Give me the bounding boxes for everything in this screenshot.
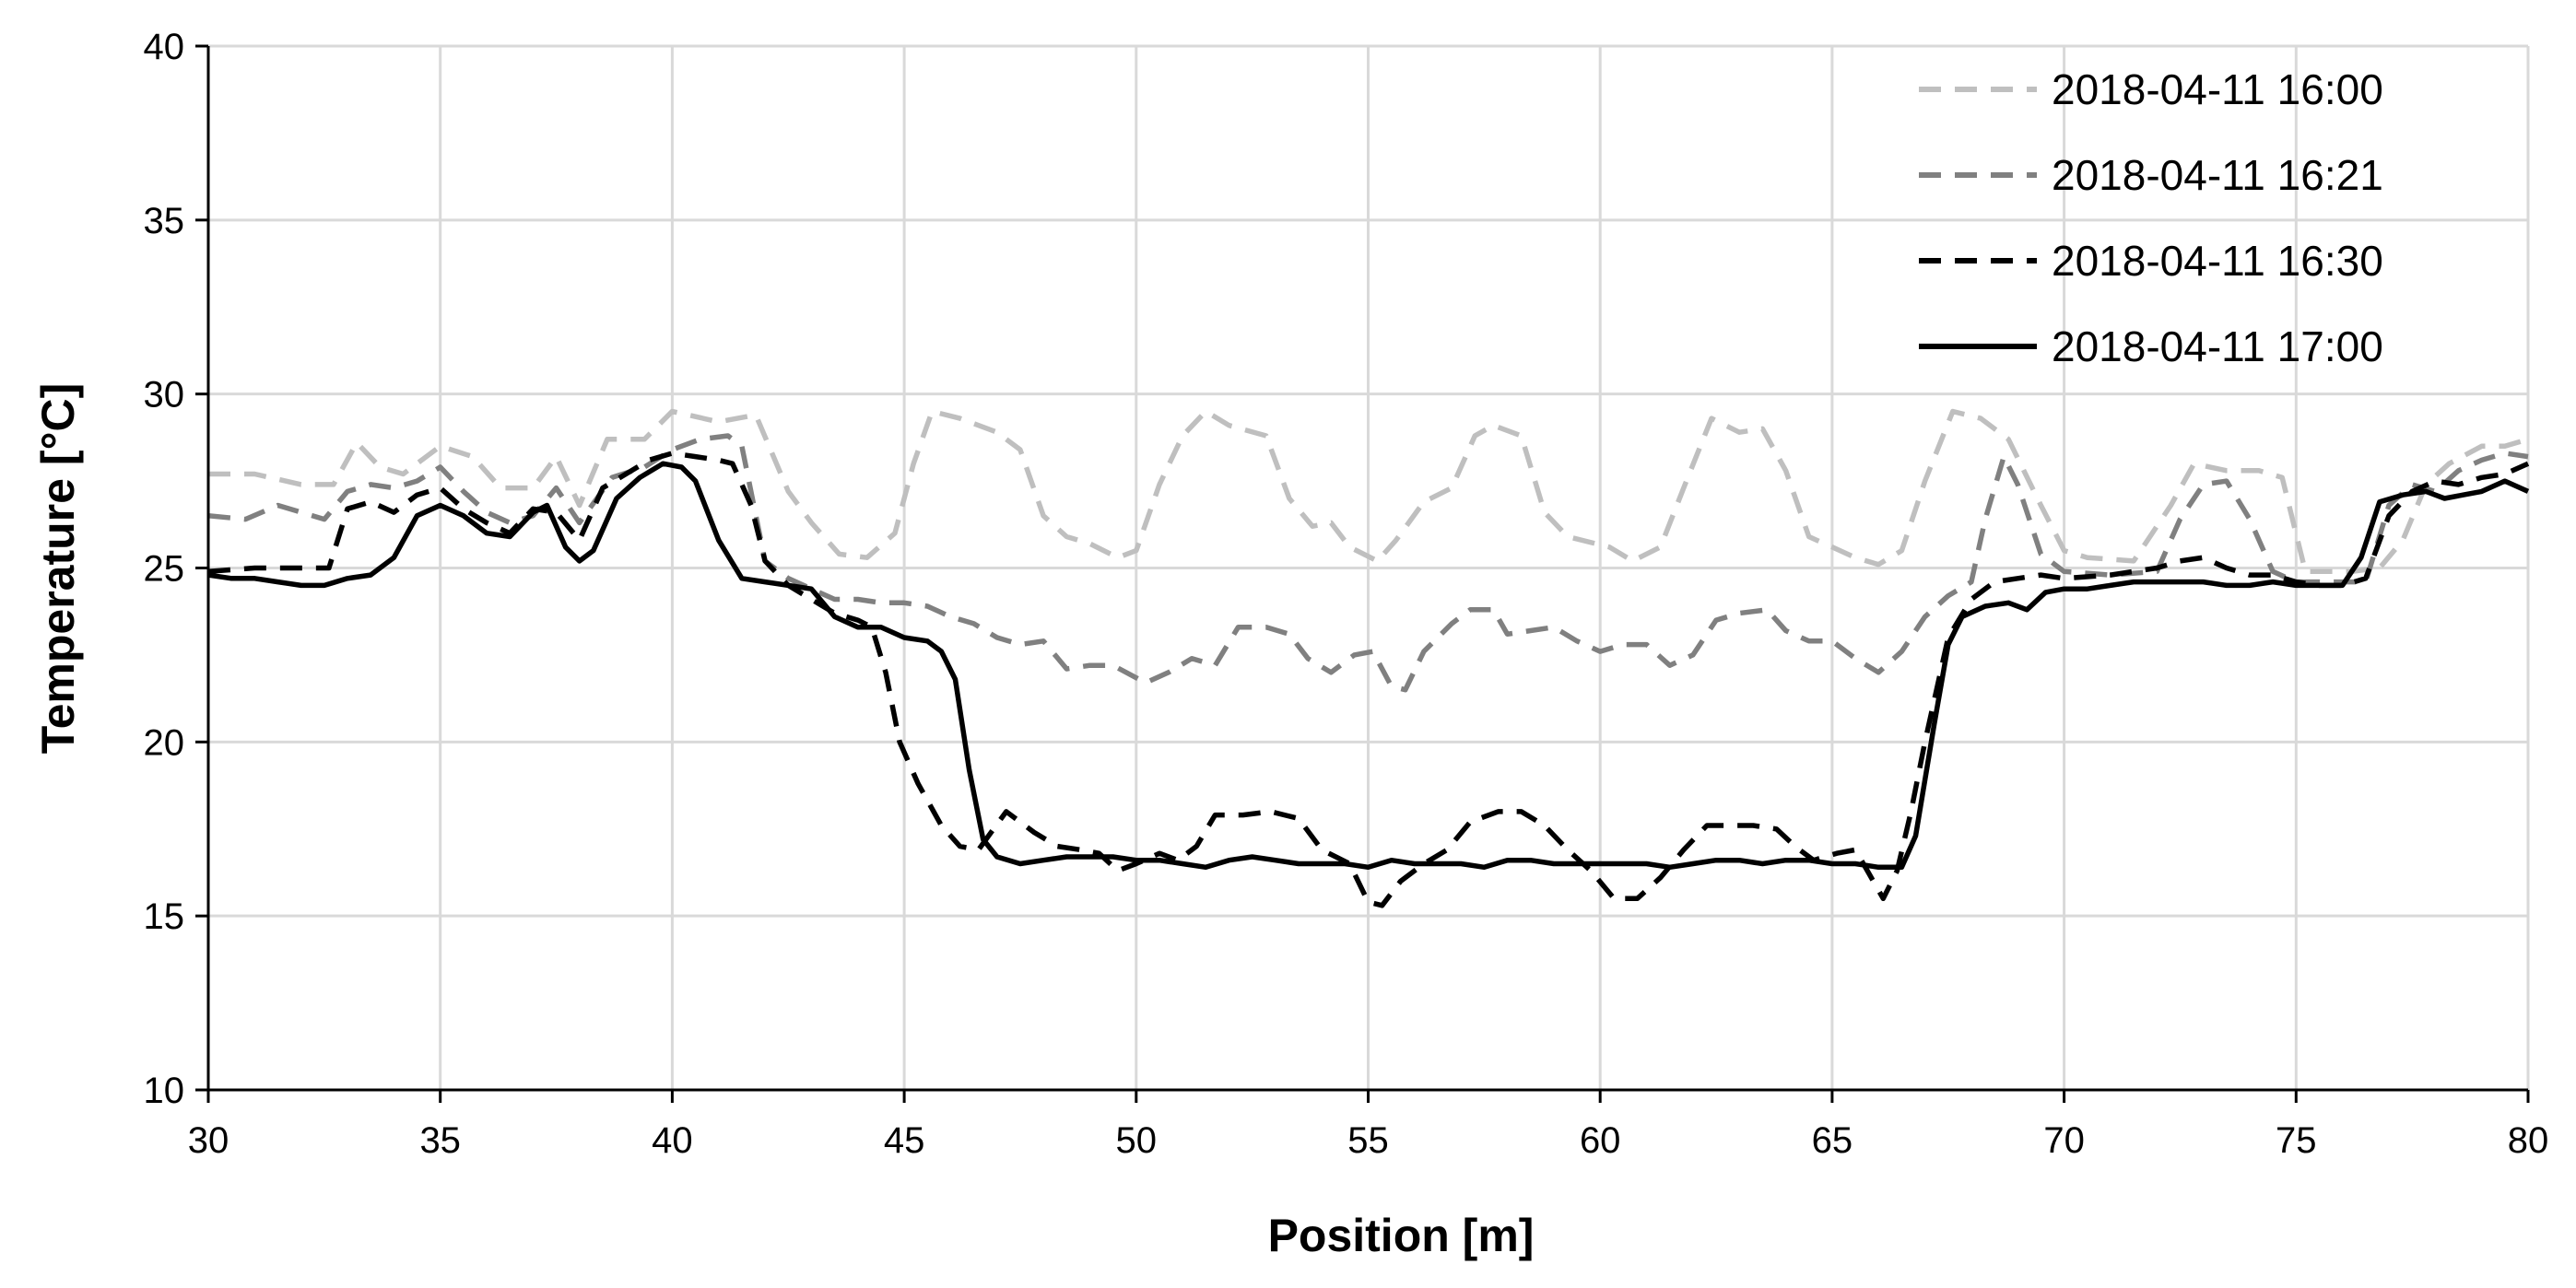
- y-tick-label: 25: [144, 549, 185, 590]
- y-tick-label: 20: [144, 722, 185, 763]
- y-tick-label: 35: [144, 201, 185, 241]
- x-tick-label: 65: [1812, 1120, 1853, 1161]
- x-tick-label: 60: [1580, 1120, 1621, 1161]
- legend-label-2: 2018-04-11 16:21: [2052, 151, 2383, 199]
- x-tick-label: 30: [188, 1120, 229, 1161]
- y-tick-label: 30: [144, 375, 185, 416]
- series-line-1: [208, 408, 2529, 575]
- gridlines: [208, 44, 2530, 1090]
- x-axis-title: Position [m]: [1268, 1210, 1535, 1261]
- x-tick-label: 75: [2276, 1120, 2317, 1161]
- tick-labels: 30 35 40 45 50 55 60 65 70 75 80 10 15 20 25 30 35 40: [144, 27, 2549, 1161]
- legend: 2018-04-11 16:00 2018-04-11 16:21 2018-04-…: [1919, 65, 2383, 370]
- x-tick-label: 40: [652, 1120, 693, 1161]
- y-tick-label: 40: [144, 27, 185, 67]
- x-tick-label: 50: [1116, 1120, 1158, 1161]
- legend-label-4: 2018-04-11 17:00: [2052, 322, 2383, 370]
- series-lines: [208, 408, 2530, 908]
- x-tick-label: 45: [884, 1120, 925, 1161]
- legend-label-3: 2018-04-11 16:30: [2052, 237, 2383, 285]
- axes: [195, 44, 2530, 1103]
- x-tick-label: 80: [2508, 1120, 2549, 1161]
- x-tick-label: 35: [419, 1120, 461, 1161]
- y-tick-label: 10: [144, 1071, 185, 1111]
- x-tick-label: 70: [2043, 1120, 2085, 1161]
- y-axis-title: Temperature [°C]: [32, 383, 84, 754]
- legend-label-1: 2018-04-11 16:00: [2052, 65, 2383, 113]
- series-line-3: [208, 451, 2530, 908]
- x-tick-label: 55: [1347, 1120, 1389, 1161]
- series-line-2: [208, 433, 2529, 693]
- series-line-4: [208, 461, 2530, 871]
- y-tick-label: 15: [144, 896, 185, 937]
